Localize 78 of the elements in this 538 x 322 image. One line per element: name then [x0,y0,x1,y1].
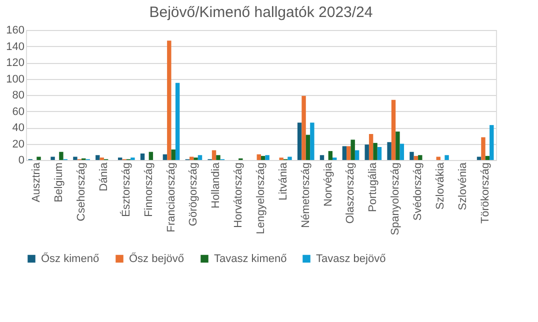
bar [297,122,302,160]
bar [364,144,369,160]
bar [302,96,306,160]
chart-title: Bejövő/Kimenő hallgatók 2023/24 [149,4,373,21]
bar [265,155,270,160]
y-tick-label: 40 [12,122,24,134]
x-tick-label: Szlovénia [456,162,469,210]
bar [387,142,392,160]
x-tick-label: Dánia [98,162,110,192]
bar [350,140,355,160]
bar [261,156,266,160]
bar [288,156,292,160]
x-tick-label: Horvátország [232,162,245,228]
x-tick-label: Hollandia [210,162,222,208]
x-tick-label: Görögország [188,162,200,226]
bar [391,100,396,160]
legend-label: Tavasz bejövő [316,252,386,265]
bar [414,156,418,160]
legend-label: Ősz bejövő [129,252,184,265]
bar [171,149,176,160]
bar [162,154,168,160]
bar [175,82,180,160]
x-tick-label: Törökország [479,162,492,224]
bar [396,132,400,160]
bar [320,155,324,160]
bar [167,40,172,160]
bar [377,147,382,160]
bar [212,150,216,160]
bar [400,144,404,160]
bar [256,154,261,160]
bar [346,146,351,160]
bar [50,156,55,160]
bar [140,154,145,160]
bar [59,152,64,160]
bar [373,142,378,160]
bar [354,150,360,160]
x-tick-label: Lengyelország [255,162,267,234]
x-tick-label: Csehország [76,162,88,222]
y-tick-label: 160 [6,24,24,36]
bar [444,155,449,160]
bar [36,156,41,160]
bar [306,134,310,160]
x-tick-label: Finnország [142,162,155,217]
y-tick-label: 80 [12,90,24,102]
bar [148,152,154,160]
x-tick-label: Svédország [412,162,424,221]
bar [418,155,422,160]
x-tick-label: Ausztria [30,162,43,202]
x-tick-label: Németország [300,162,312,228]
bar [410,152,414,160]
bar [342,146,347,160]
y-tick-label: 20 [12,138,24,150]
bar [328,151,333,160]
x-tick-label: Litvánia [277,162,290,200]
bar [216,155,220,160]
x-tick-label: Franciaország [165,162,178,232]
bar [481,137,486,160]
y-tick-label: 60 [12,106,24,118]
bar [198,155,202,160]
bar [73,156,78,160]
x-tick-label: Észtország [119,162,132,217]
bar [96,155,100,160]
x-tick-label: Spanyolország [390,162,402,236]
x-tick-label: Portugália [367,162,380,212]
y-tick-label: 140 [6,40,24,53]
bar [310,122,314,160]
y-tick-label: 100 [6,73,24,86]
bar [368,134,374,160]
x-tick-label: Norvégia [322,162,334,207]
y-tick-label: 0 [18,154,24,166]
bar [485,156,490,160]
legend-label: Tavasz kimenő [214,252,287,265]
x-tick-label: Olaszország [344,162,357,224]
y-tick-label: 120 [6,57,24,69]
legend-label: Ősz kimenő [41,252,100,265]
x-tick-label: Szlovákia [434,162,446,210]
bar [490,125,494,160]
x-tick-label: Belgium [53,162,66,202]
